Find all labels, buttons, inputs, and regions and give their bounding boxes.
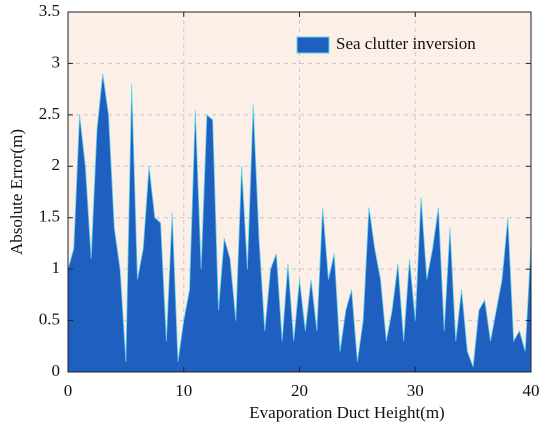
- x-tick-label: 40: [523, 381, 540, 400]
- x-tick-label: 20: [291, 381, 308, 400]
- legend-swatch: [296, 36, 330, 54]
- y-tick-label: 0: [52, 361, 61, 380]
- y-axis-label: Absolute Error(m): [7, 129, 26, 255]
- area: [67, 73, 532, 373]
- legend-label: Sea clutter inversion: [336, 34, 476, 53]
- x-tick-label: 10: [175, 381, 192, 400]
- y-tick-label: 2.5: [39, 104, 60, 123]
- x-axis-label: Evaporation Duct Height(m): [249, 403, 444, 422]
- y-tick-label: 3.5: [39, 1, 60, 20]
- y-tick-label: 0.5: [39, 309, 60, 328]
- y-tick-label: 1.5: [39, 207, 60, 226]
- y-tick-label: 3: [52, 52, 61, 71]
- y-tick-label: 1: [52, 258, 61, 277]
- x-tick-label: 0: [64, 381, 73, 400]
- y-tick-label: 2: [52, 155, 61, 174]
- x-tick-label: 30: [407, 381, 424, 400]
